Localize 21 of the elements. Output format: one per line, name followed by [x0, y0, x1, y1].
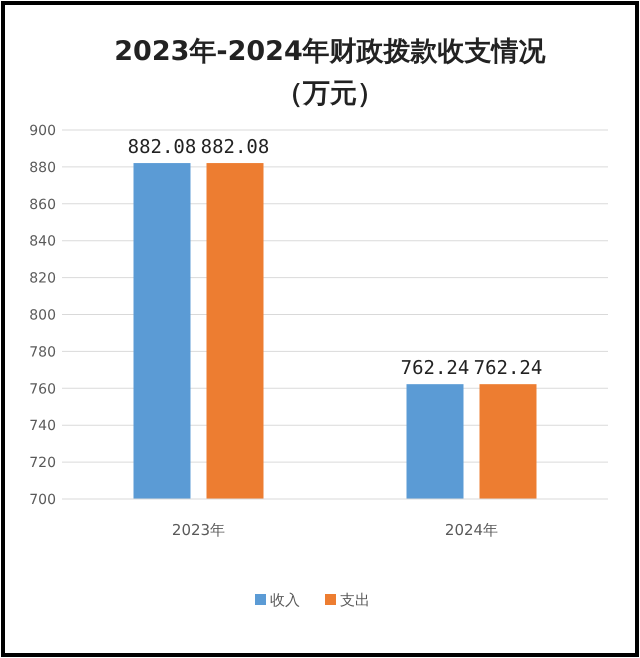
- y-tick-label: 780: [29, 344, 56, 360]
- y-tick-label: 900: [29, 123, 56, 139]
- legend-label: 支出: [340, 591, 370, 609]
- data-label: 882.08: [128, 136, 196, 158]
- data-label: 762.24: [474, 357, 542, 380]
- x-tick-label: 2024年: [444, 521, 498, 539]
- y-tick-label: 720: [29, 455, 56, 472]
- x-tick-label: 2023年: [172, 521, 226, 539]
- legend-label: 收入: [270, 591, 300, 609]
- data-label: 882.08: [200, 136, 270, 158]
- y-tick-label: 820: [29, 270, 56, 287]
- chart-title: 2023年-2024年财政拨款收支情况: [114, 36, 547, 67]
- y-tick-label: 860: [29, 196, 56, 213]
- data-label: 762.24: [400, 357, 470, 380]
- y-tick-label: 800: [29, 308, 56, 324]
- y-tick-label: 740: [29, 418, 56, 434]
- y-tick-label: 760: [29, 381, 56, 398]
- y-tick-label: 840: [29, 234, 56, 250]
- y-tick-label: 700: [29, 492, 56, 508]
- y-tick-label: 880: [29, 160, 56, 176]
- chart-subtitle: （万元）: [276, 78, 384, 109]
